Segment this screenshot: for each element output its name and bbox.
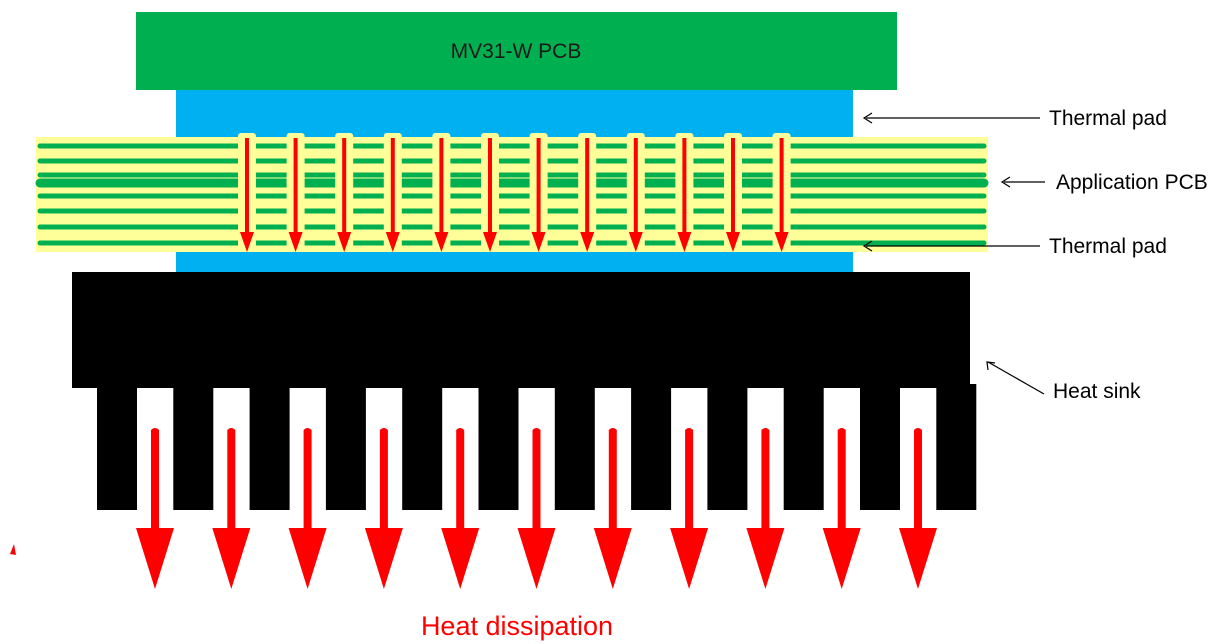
heat-sink-fin	[860, 384, 900, 510]
via-heat-arrow	[434, 138, 449, 252]
heat-sink-fins	[97, 384, 977, 510]
heat-dissipation-arrow	[822, 428, 861, 589]
heat-dissipation-arrow	[364, 428, 403, 589]
heat-sink-fin	[707, 384, 748, 510]
via-heat-arrow	[677, 138, 692, 252]
callout-thermal-pad-top: Thermal pad	[862, 107, 1167, 130]
heat-sink-fin	[631, 384, 672, 510]
via-heat-arrow	[726, 138, 740, 252]
heat-sink-fin	[783, 384, 824, 510]
heat-dissipation-arrow	[517, 428, 556, 589]
via-heat-arrow	[337, 138, 352, 252]
via-heat-arrow	[288, 138, 303, 252]
thermal-pad-top	[176, 90, 853, 138]
heat-sink-fin	[97, 384, 137, 510]
heat-dissipation-arrow	[212, 428, 251, 589]
thermal-pad-bottom	[176, 252, 853, 272]
heat-dissipation-arrow	[746, 428, 785, 589]
heat-sink-fin	[173, 384, 214, 510]
label-application-pcb: Application PCB	[1056, 171, 1208, 194]
dissipation-arrows	[136, 428, 937, 589]
via-heat-arrow	[628, 138, 643, 252]
heat-dissipation-arrow	[136, 428, 174, 589]
callout-heat-sink: Heat sink	[986, 361, 1141, 403]
heat-dissipation-arrow	[593, 428, 632, 589]
callout-application-pcb: Application PCB	[1000, 171, 1208, 194]
heat-sink-base	[72, 272, 970, 388]
heat-dissipation-arrow	[670, 428, 709, 589]
label-thermal-pad-top: Thermal pad	[1049, 107, 1167, 130]
via-heat-arrow	[240, 138, 254, 252]
via-heat-arrow	[580, 138, 595, 252]
heat-sink-fin	[402, 384, 443, 510]
heat-sink	[72, 272, 977, 510]
heat-sink-fin	[554, 384, 595, 510]
heat-dissipation-arrow	[899, 428, 937, 589]
via-heat-arrow	[774, 138, 789, 252]
via-heat-arrow	[483, 138, 497, 252]
application-pcb-traces	[35, 143, 989, 246]
heat-sink-fin	[249, 384, 290, 510]
stray-red-mark	[10, 544, 16, 555]
label-heat-sink: Heat sink	[1053, 380, 1141, 403]
application-pcb	[35, 133, 989, 257]
heat-dissipation-arrow	[288, 428, 327, 589]
label-heat-dissipation: Heat dissipation	[421, 611, 613, 641]
heat-sink-fin	[936, 384, 977, 510]
heat-sink-fin	[478, 384, 519, 510]
module-pcb-label: MV31-W PCB	[451, 40, 582, 63]
via-heat-arrow	[531, 138, 546, 252]
via-heat-arrows	[240, 138, 789, 252]
via-heat-arrow	[385, 138, 400, 252]
label-thermal-pad-bottom: Thermal pad	[1049, 235, 1167, 258]
heat-sink-fin	[325, 384, 366, 510]
module-pcb: MV31-W PCB	[136, 12, 897, 90]
heat-dissipation-arrow	[441, 428, 480, 589]
callout-thermal-pad-bottom: Thermal pad	[862, 235, 1167, 258]
